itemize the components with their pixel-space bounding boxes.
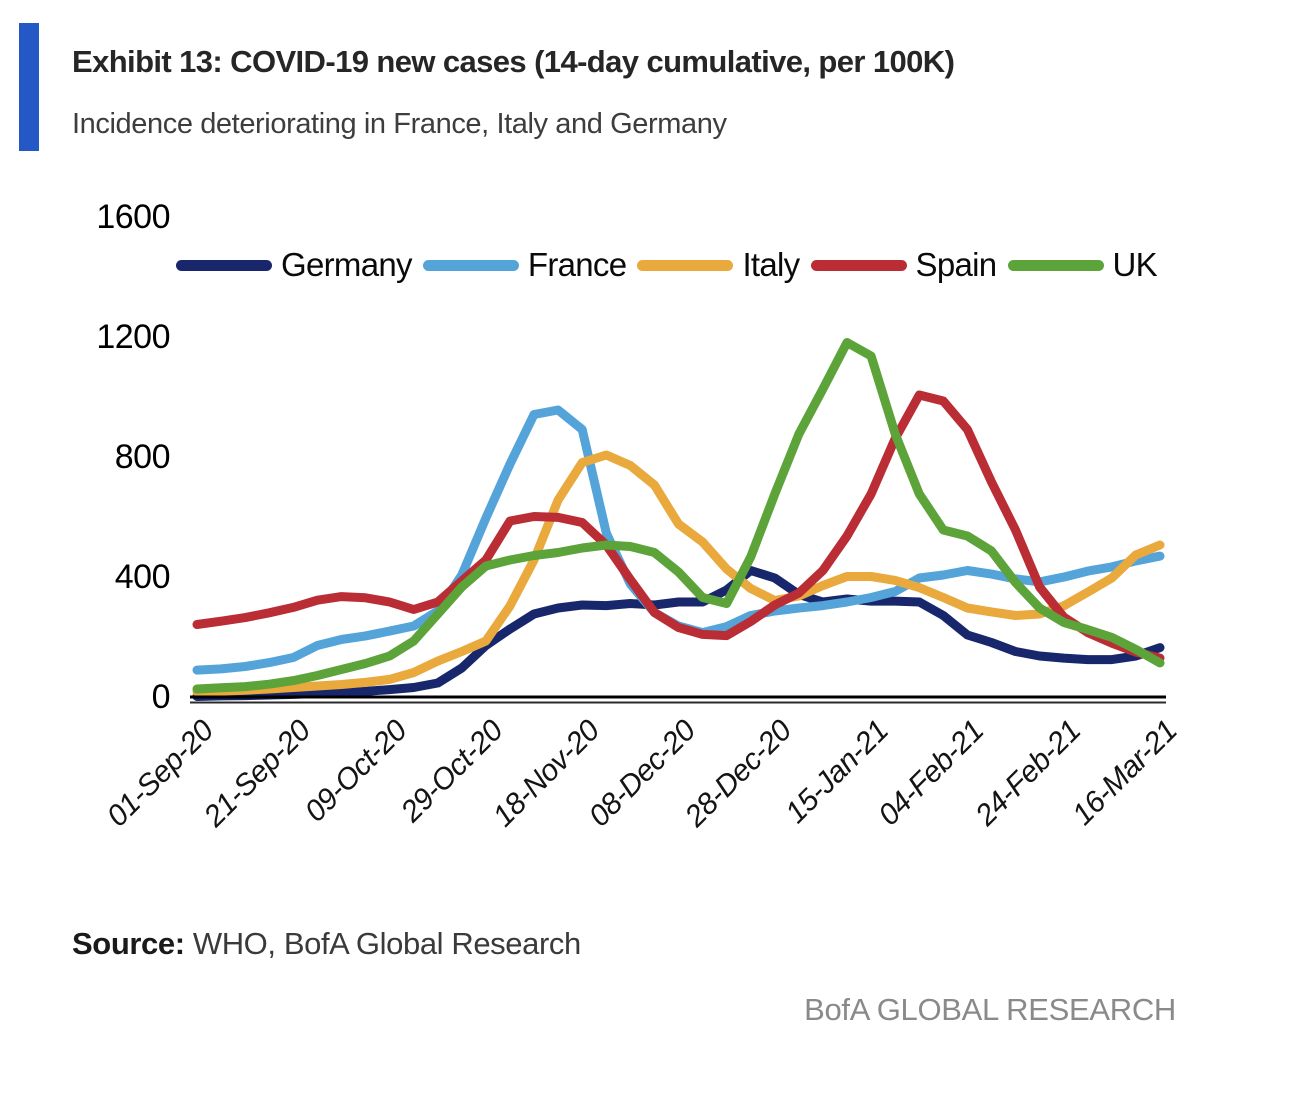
legend-swatch-icon bbox=[422, 259, 519, 271]
legend-swatch-icon bbox=[1007, 259, 1104, 271]
exhibit-title: Exhibit 13: COVID-19 new cases (14-day c… bbox=[72, 44, 955, 79]
chart-legend: Germany France Italy Spain UK bbox=[176, 246, 1158, 284]
source-label: Source: bbox=[72, 926, 185, 961]
series-line-spain bbox=[192, 390, 1165, 663]
legend-item-spain: Spain bbox=[810, 246, 998, 284]
legend-label: UK bbox=[1112, 246, 1158, 283]
y-tick-label: 1600 bbox=[96, 198, 170, 236]
legend-swatch-icon bbox=[810, 259, 907, 271]
legend-label: Spain bbox=[915, 246, 998, 283]
source-line: Source: WHO, BofA Global Research bbox=[72, 926, 581, 962]
y-tick-label: 0 bbox=[151, 678, 171, 716]
legend-swatch-icon bbox=[176, 259, 272, 271]
series-line-italy bbox=[192, 450, 1165, 697]
legend-label: Germany bbox=[281, 246, 413, 283]
y-tick-label: 800 bbox=[114, 438, 171, 476]
source-text: WHO, BofA Global Research bbox=[184, 926, 581, 961]
bofa-watermark: BofA GLOBAL RESEARCH bbox=[804, 992, 1176, 1027]
legend-item-uk: UK bbox=[1007, 246, 1158, 284]
legend-label: Italy bbox=[742, 246, 800, 283]
legend-item-germany: Germany bbox=[176, 246, 413, 284]
series-line-uk bbox=[192, 338, 1165, 694]
legend-item-italy: Italy bbox=[637, 246, 800, 284]
y-tick-label: 1200 bbox=[96, 318, 170, 356]
series-line-germany bbox=[192, 566, 1165, 701]
legend-item-france: France bbox=[422, 246, 627, 284]
legend-swatch-icon bbox=[637, 259, 734, 271]
title-accent-bar bbox=[19, 23, 39, 151]
legend-label: France bbox=[527, 246, 627, 283]
y-tick-label: 400 bbox=[114, 558, 171, 596]
exhibit-subtitle: Incidence deteriorating in France, Italy… bbox=[72, 108, 727, 140]
